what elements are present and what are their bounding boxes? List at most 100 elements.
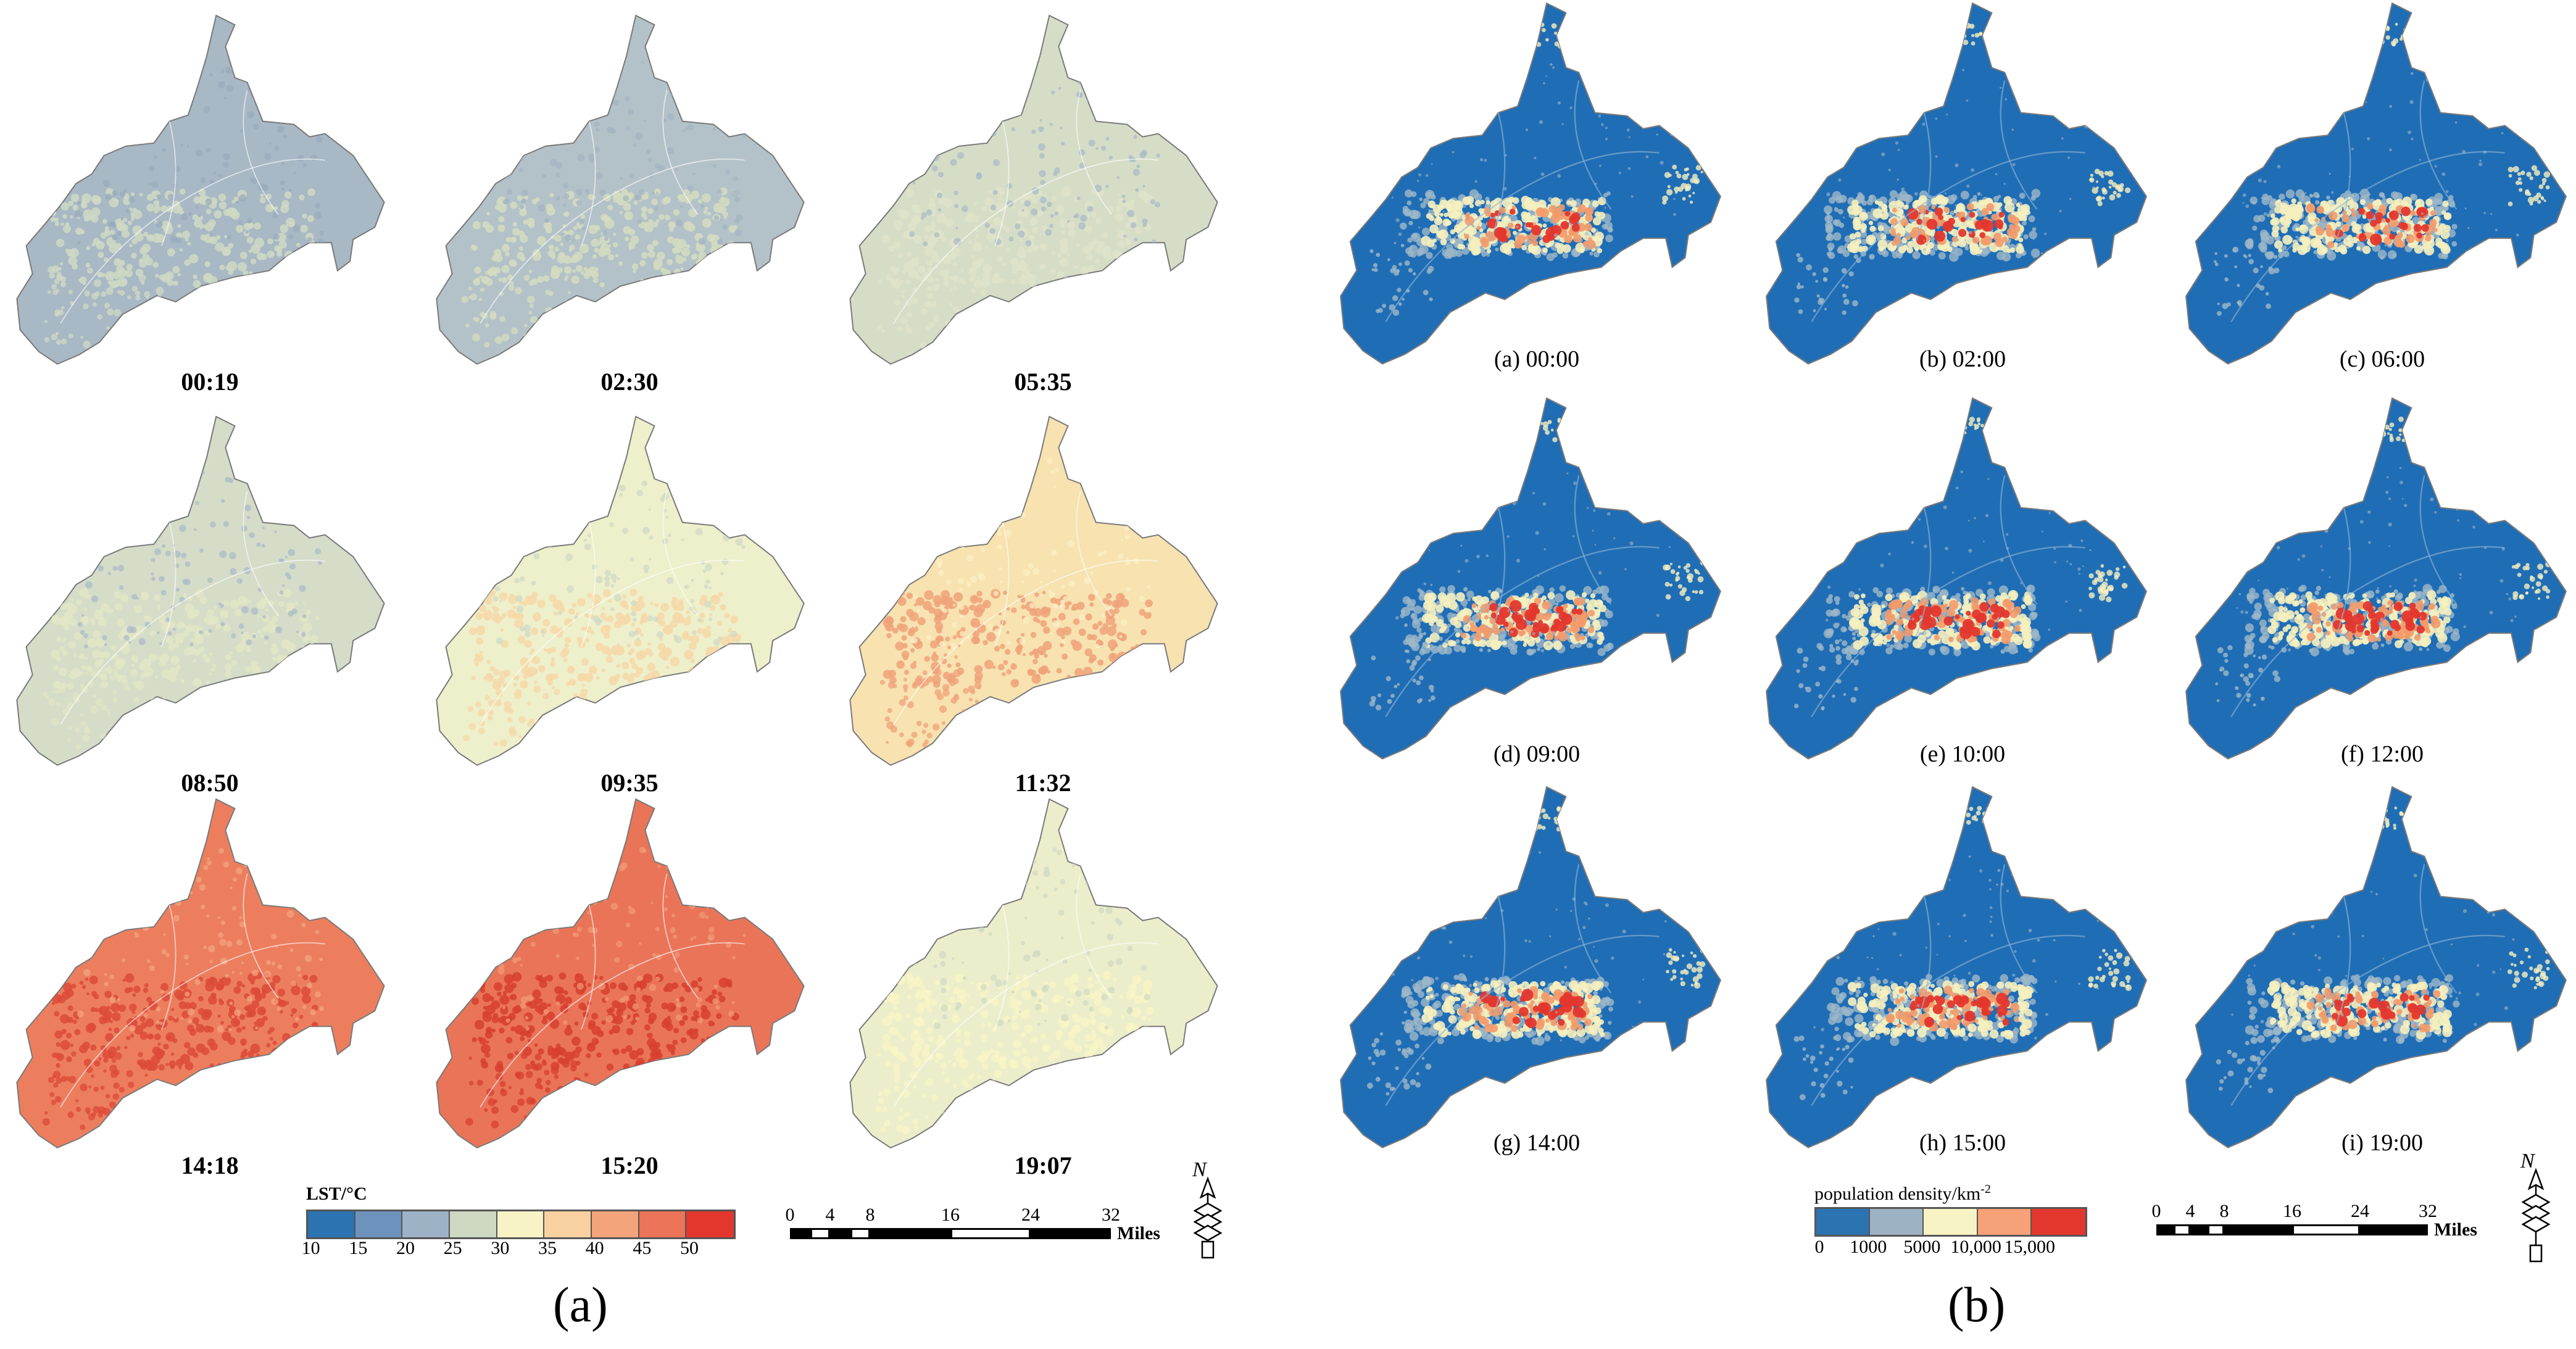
lst-map-caption-5: 09:35 [600,769,659,797]
population-map-caption-8: (h) 15:00 [1919,1130,2006,1156]
population-map-3 [2179,0,2574,370]
scale-bar-a-segment-2 [810,1228,830,1239]
population-map-7 [1333,784,1728,1154]
lst-map-5 [420,413,821,771]
population-map-caption-4: (d) 09:00 [1493,741,1581,767]
lst-map-caption-4: 08:50 [181,769,239,797]
population-map-caption-5: (e) 10:00 [1919,741,2006,767]
lst-map-7 [0,796,401,1154]
lst-map-caption-7: 14:18 [181,1152,239,1179]
population-legend-title-sup: -2 [1980,1182,1991,1196]
population-map-caption-7: (g) 14:00 [1493,1130,1581,1156]
lst-map-caption-6: 11:32 [1015,769,1071,797]
population-legend: population density/km-2 0 1000 5000 10,000 1… [1808,1182,2154,1257]
population-legend-tick-4: 10,000 [1950,1237,2001,1257]
lst-map-caption-2: 02:30 [600,368,659,396]
lst-legend-swatch-2 [355,1211,403,1237]
population-map-2 [1759,0,2154,370]
north-label: N [1192,1158,1208,1181]
scale-bar-b-tick-6: 32 [2419,1201,2437,1221]
lst-legend-tick-4: 25 [443,1238,462,1258]
population-map-9 [2179,784,2574,1154]
lst-legend-swatch-9 [686,1211,734,1237]
scale-bar-a-segment-6 [950,1228,1031,1239]
population-legend-tick-2: 1000 [1850,1237,1887,1257]
scale-bar-a-segment-5 [870,1228,950,1239]
lst-legend-swatch-8 [639,1211,687,1237]
population-map-5 [1759,395,2154,765]
population-map-caption-1: (a) 00:00 [1494,346,1580,372]
scale-bar-a-tick-1: 0 [785,1205,795,1225]
north-arrow-part-6 [2529,1244,2543,1263]
population-legend-title-text: population density/km [1814,1184,1981,1204]
scale-bar-b-segment-4 [2207,1224,2224,1235]
lst-legend-swatch-3 [402,1211,450,1237]
north-arrow-part-4 [1193,1213,1223,1231]
lst-map-2 [420,12,821,370]
panel-a-label: (a) [553,1278,608,1332]
lst-legend-colorbar [306,1210,736,1239]
north-arrow-b: N [2514,1147,2557,1267]
scale-bar-a-tick-2: 4 [825,1205,835,1225]
lst-map-9 [833,796,1234,1154]
lst-map-caption-8: 15:20 [600,1152,659,1179]
population-legend-tick-1: 0 [1814,1237,1824,1257]
population-legend-title: population density/km-2 [1814,1182,1991,1205]
north-arrow-part-4 [2521,1205,2551,1222]
lst-legend-tick-5: 30 [491,1238,510,1258]
lst-legend-tick-1: 10 [301,1238,320,1258]
population-map-caption-9: (i) 19:00 [2341,1130,2423,1156]
population-legend-swatch-1 [1816,1209,1871,1235]
north-arrow-a: N [1186,1155,1229,1263]
lst-map-caption-1: 00:19 [181,368,239,396]
scale-bar-a-segment-1 [790,1228,810,1239]
scale-bar-a: 0 4 8 16 24 32 Miles [786,1203,1185,1253]
scale-bar-b-unit: Miles [2434,1219,2477,1240]
scale-bar-b-segment-2 [2173,1224,2190,1235]
scale-bar-a-tick-6: 32 [1102,1205,1120,1225]
population-legend-swatch-3 [1924,1209,1978,1235]
population-map-caption-3: (c) 06:00 [2339,346,2425,372]
lst-legend: LST/°C 10 15 20 25 30 35 40 45 50 [290,1184,759,1258]
scale-bar-b-tick-3: 8 [2219,1201,2229,1221]
lst-legend-swatch-7 [591,1211,639,1237]
population-legend-swatch-4 [1977,1209,2032,1235]
lst-map-8 [420,796,821,1154]
population-legend-colorbar [1814,1207,2087,1237]
population-legend-tick-5: 15,000 [2004,1237,2056,1257]
lst-map-1 [0,12,401,370]
scale-bar-a-tick-3: 8 [865,1205,875,1225]
scale-bar-b-tick-2: 4 [2185,1201,2195,1221]
panel-b-label: (b) [1948,1278,2006,1332]
lst-legend-tick-2: 15 [349,1238,368,1258]
lst-legend-tick-6: 35 [538,1238,557,1258]
population-map-8 [1759,784,2154,1154]
scale-bar-a-segment-3 [830,1228,850,1239]
lst-map-6 [833,413,1234,771]
lst-legend-swatch-4 [449,1211,497,1237]
population-map-1 [1333,0,1728,370]
scale-bar-a-segment-7 [1031,1228,1111,1239]
scale-bar-a-unit: Miles [1117,1223,1160,1243]
population-map-4 [1333,395,1728,765]
scale-bar-b-tick-1: 0 [2151,1201,2161,1221]
lst-map-caption-9: 19:07 [1014,1152,1072,1179]
population-legend-swatch-5 [2031,1209,2085,1235]
north-arrow-part-5 [2521,1216,2551,1233]
north-label: N [2520,1150,2536,1173]
lst-legend-title: LST/°C [306,1184,367,1204]
scale-bar-a-tick-5: 24 [1021,1205,1040,1225]
scale-bar-a-tick-4: 16 [941,1205,960,1225]
lst-map-caption-3: 05:35 [1014,368,1072,396]
lst-map-3 [833,12,1234,370]
scale-bar-b-segment-7 [2360,1224,2428,1235]
scale-bar-b-segment-1 [2156,1224,2174,1235]
scale-bar-b-tick-5: 24 [2351,1201,2369,1221]
north-arrow-part-3 [1193,1202,1223,1219]
population-legend-tick-3: 5000 [1903,1237,1941,1257]
lst-legend-swatch-1 [308,1211,355,1237]
lst-map-4 [0,413,401,771]
scale-bar-b: 0 4 8 16 24 32 Miles [2152,1200,2502,1249]
scale-bar-b-segment-3 [2190,1224,2208,1235]
lst-legend-tick-7: 40 [585,1238,604,1258]
